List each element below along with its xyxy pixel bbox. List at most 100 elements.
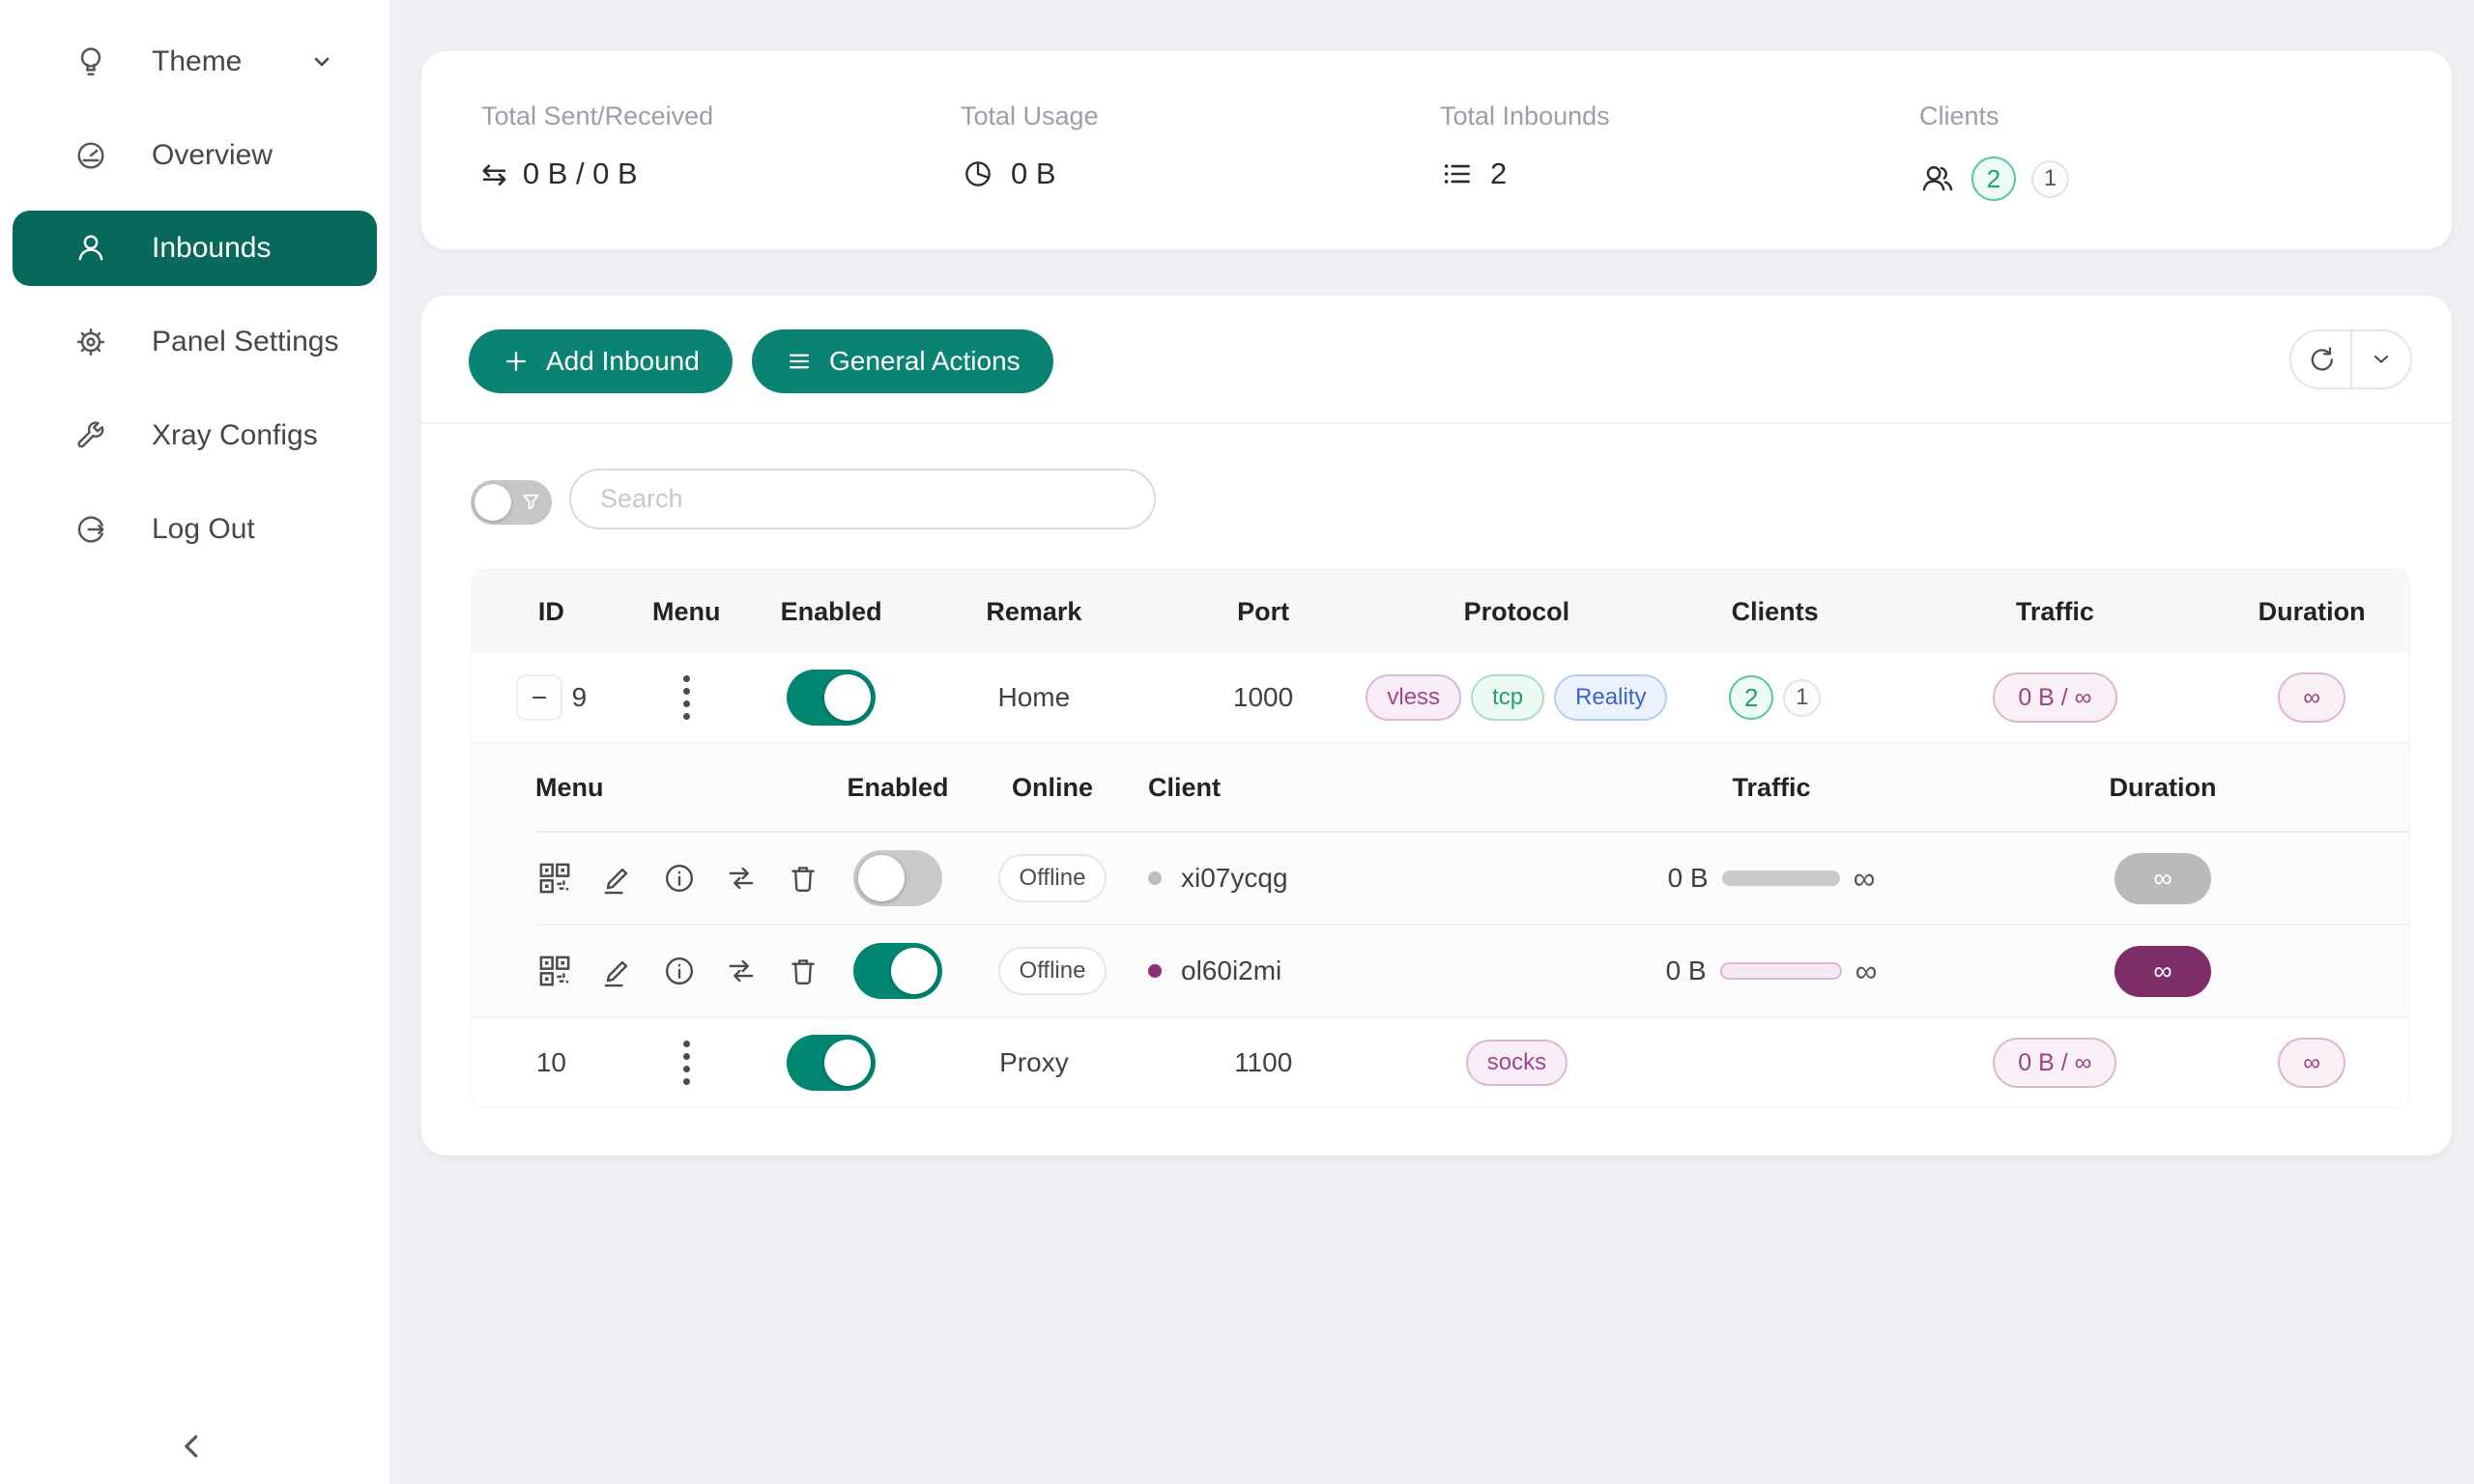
- header-menu: Menu: [652, 596, 721, 626]
- sidebar: Theme Overview Inbounds: [0, 0, 389, 1484]
- client-traffic-limit: ∞: [1855, 953, 1878, 988]
- user-icon: [72, 230, 109, 267]
- dashboard-icon: [72, 137, 109, 174]
- bulb-icon: [72, 43, 109, 80]
- sidebar-collapse-button[interactable]: [172, 1426, 213, 1467]
- sub-header-traffic: Traffic: [1732, 772, 1811, 802]
- sub-header-client: Client: [1148, 772, 1222, 802]
- stat-total-sent-received: Total Sent/Received ⇆ 0 B / 0 B: [481, 101, 961, 201]
- hamburger-icon: [785, 347, 814, 376]
- row-remark: Home: [997, 682, 1071, 712]
- reset-traffic-icon[interactable]: [723, 953, 760, 989]
- stat-value: 2: [1490, 157, 1508, 190]
- stats-row: Total Sent/Received ⇆ 0 B / 0 B Total Us…: [421, 51, 2452, 201]
- collapse-row-button[interactable]: [515, 674, 562, 721]
- delete-icon[interactable]: [785, 860, 821, 897]
- header-port: Port: [1237, 596, 1290, 626]
- client-duration-pill[interactable]: ∞: [2114, 852, 2211, 904]
- edit-icon[interactable]: [599, 860, 636, 897]
- header-protocol: Protocol: [1463, 596, 1570, 626]
- subtable-header-row: Menu Enabled Online Client Traffic Durat…: [535, 744, 2409, 833]
- sidebar-item-xray-configs[interactable]: Xray Configs: [13, 398, 377, 473]
- gear-icon: [72, 324, 109, 360]
- row-port: 1000: [1232, 682, 1294, 712]
- wrench-icon: [72, 417, 109, 454]
- header-duration: Duration: [2258, 596, 2366, 626]
- sidebar-item-label: Overview: [152, 139, 273, 171]
- toolbar: Add Inbound General Actions: [421, 296, 2452, 424]
- pie-chart-icon: [961, 157, 995, 191]
- stat-value: 0 B: [1011, 157, 1056, 190]
- header-traffic: Traffic: [2015, 596, 2094, 626]
- client-traffic-limit: ∞: [1853, 860, 1876, 896]
- clients-subtable: Menu Enabled Online Client Traffic Durat…: [472, 742, 2409, 1016]
- client-name: xi07ycqg: [1181, 863, 1288, 893]
- sub-header-enabled: Enabled: [847, 772, 949, 802]
- sidebar-item-panel-settings[interactable]: Panel Settings: [13, 304, 377, 380]
- refresh-dropdown-button[interactable]: [2349, 331, 2411, 387]
- delete-icon[interactable]: [785, 953, 821, 989]
- logout-icon: [72, 511, 109, 548]
- client-enabled-toggle[interactable]: [853, 943, 942, 999]
- clients-total-badge: 1: [2031, 159, 2069, 198]
- header-id: ID: [537, 596, 564, 626]
- client-traffic-used: 0 B: [1667, 863, 1709, 893]
- refresh-button[interactable]: [2291, 331, 2350, 387]
- table-header-row: ID Menu Enabled Remark Port Protocol Cli…: [472, 570, 2409, 653]
- general-actions-button[interactable]: General Actions: [752, 329, 1053, 393]
- duration-tag: ∞: [2278, 1038, 2346, 1088]
- chevron-down-icon: [2373, 355, 2388, 363]
- edit-icon[interactable]: [599, 953, 636, 989]
- minus-icon: [532, 697, 546, 699]
- client-enabled-toggle[interactable]: [853, 850, 942, 906]
- sidebar-item-overview[interactable]: Overview: [13, 118, 377, 193]
- search-input[interactable]: [569, 469, 1156, 529]
- row-menu-button[interactable]: [677, 670, 696, 726]
- header-enabled: Enabled: [780, 596, 882, 626]
- info-icon[interactable]: [661, 860, 698, 897]
- add-inbound-button[interactable]: Add Inbound: [469, 329, 733, 393]
- duration-tag: ∞: [2278, 672, 2346, 723]
- sidebar-item-label: Panel Settings: [152, 326, 339, 357]
- client-row: Offline xi07ycqg 0 B ∞ ∞: [535, 833, 2409, 924]
- sub-header-duration: Duration: [2109, 772, 2217, 802]
- enabled-toggle[interactable]: [787, 670, 877, 726]
- filter-toggle[interactable]: [471, 480, 552, 525]
- stats-card: Total Sent/Received ⇆ 0 B / 0 B Total Us…: [421, 51, 2452, 249]
- traffic-progress-bar: [1719, 962, 1842, 980]
- traffic-tag: 0 B / ∞: [1993, 1038, 2117, 1088]
- clients-total-badge: 1: [1783, 678, 1822, 717]
- sidebar-item-label: Theme: [152, 45, 243, 77]
- reset-traffic-icon[interactable]: [723, 860, 760, 897]
- stat-label: Total Usage: [961, 101, 1099, 130]
- enabled-toggle[interactable]: [787, 1035, 877, 1091]
- online-status-badge: Offline: [997, 854, 1108, 902]
- traffic-progress-bar: [1721, 870, 1840, 886]
- row-menu-button[interactable]: [677, 1035, 696, 1091]
- clients-online-badge: 2: [1729, 675, 1774, 720]
- clients-online-badge: 2: [1971, 157, 2016, 201]
- sidebar-item-inbounds[interactable]: Inbounds: [13, 211, 377, 286]
- protocol-tag: vless: [1366, 674, 1462, 721]
- client-status-dot: [1148, 871, 1162, 885]
- inbounds-table: ID Menu Enabled Remark Port Protocol Cli…: [471, 569, 2410, 1108]
- protocol-tag: tcp: [1471, 674, 1545, 721]
- sidebar-item-label: Xray Configs: [152, 419, 318, 451]
- stat-label: Total Inbounds: [1440, 101, 1610, 130]
- client-traffic-used: 0 B: [1665, 956, 1707, 985]
- protocol-tag: socks: [1465, 1040, 1568, 1086]
- stat-label: Clients: [1919, 101, 1999, 130]
- row-port: 1100: [1234, 1047, 1293, 1077]
- sidebar-item-log-out[interactable]: Log Out: [13, 492, 377, 567]
- stat-clients: Clients 2 1: [1919, 101, 2399, 201]
- client-name: ol60i2mi: [1181, 956, 1282, 985]
- list-icon: [1440, 157, 1475, 191]
- funnel-icon: [521, 492, 541, 512]
- client-status-dot: [1148, 964, 1162, 978]
- info-icon[interactable]: [661, 953, 698, 989]
- client-duration-pill[interactable]: ∞: [2114, 945, 2211, 997]
- qr-code-icon[interactable]: [535, 859, 574, 898]
- qr-code-icon[interactable]: [535, 952, 574, 990]
- sidebar-item-theme[interactable]: Theme: [13, 24, 377, 100]
- protocol-tag: Reality: [1554, 674, 1668, 721]
